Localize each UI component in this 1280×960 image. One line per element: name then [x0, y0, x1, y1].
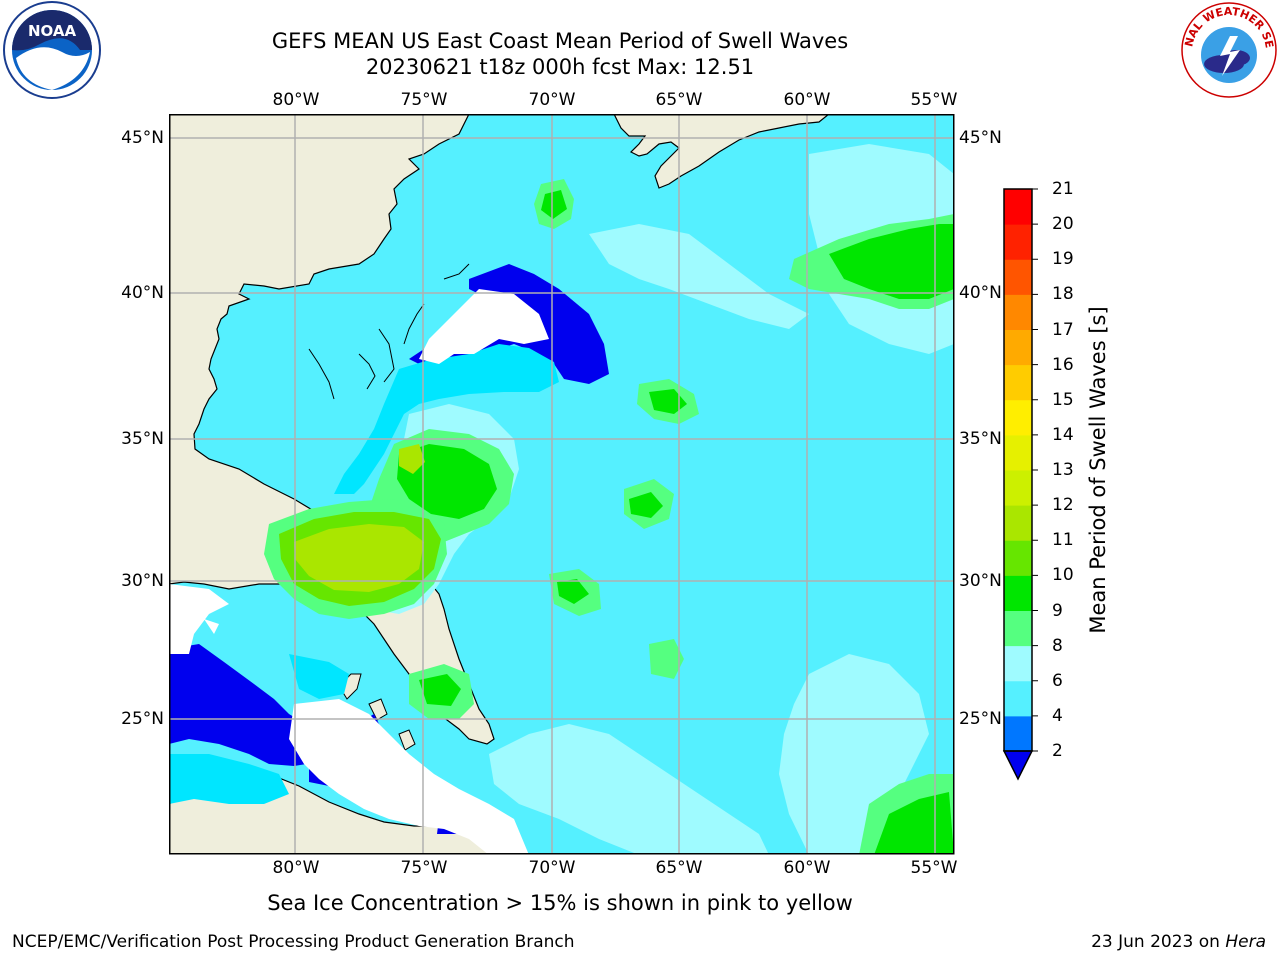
colorbar-tick-label: 13: [1052, 460, 1074, 480]
chart-subtitle: 20230621 t18z 000h fcst Max: 12.51: [365, 55, 755, 79]
contour-8-9-nw: [589, 224, 809, 329]
lon-label-top-70w: 70°W: [528, 90, 576, 110]
colorbar-bin: [1004, 645, 1032, 682]
colorbar-title: Mean Period of Swell Waves [s]: [1086, 306, 1110, 634]
colorbar-tick-label: 21: [1052, 179, 1074, 199]
nws-logo: NATIONAL WEATHER SERVICE: [1178, 0, 1277, 98]
lat-label-right-30n: 30°N: [959, 571, 1002, 591]
lon-label-top-55w: 55°W: [910, 90, 958, 110]
gridlines: [169, 114, 954, 854]
colorbar-tick-label: 20: [1052, 214, 1074, 235]
contour-10-11-se: [874, 792, 954, 854]
contour-4-6-florida: [169, 654, 349, 804]
colorbar-tick-label: 12: [1052, 495, 1074, 516]
colorbar-tick-label: 19: [1052, 249, 1074, 270]
lon-label-bottom-75w: 75°W: [400, 858, 448, 878]
colorbar-tick-label: 2: [1052, 741, 1063, 761]
footer-organization: NCEP/EMC/Verification Post Processing Pr…: [12, 932, 575, 952]
contour-10-11-east: [829, 224, 954, 299]
colorbar-bin: [1004, 224, 1032, 260]
colorbar-tick-label: 6: [1052, 670, 1063, 691]
nodata-florida-keys: [289, 699, 529, 854]
lat-label-left-45n: 45°N: [121, 128, 164, 148]
sea-ice-note: Sea Ice Concentration > 15% is shown in …: [267, 891, 853, 915]
lon-label-bottom-70w: 70°W: [528, 858, 576, 878]
coastline-detail: [308, 263, 470, 400]
colorbar-bin: [1004, 189, 1032, 225]
lat-label-left-40n: 40°N: [121, 283, 164, 303]
map-panel: [169, 114, 955, 855]
lon-label-top-60w: 60°W: [783, 90, 831, 110]
lat-label-right-35n: 35°N: [959, 429, 1002, 449]
contour-10-11-s: [557, 492, 663, 604]
colorbar-tick-label: 8: [1052, 635, 1063, 656]
lat-label-right-25n: 25°N: [959, 709, 1002, 729]
colorbar-bin: [1004, 575, 1032, 611]
colorbar-tick-label: 10: [1052, 565, 1074, 586]
footer-host: Hera: [1225, 932, 1266, 952]
footer-date-host: 23 Jun 2023 on Hera: [1091, 932, 1266, 952]
colorbar-tick-label: 18: [1052, 284, 1074, 305]
colorbar-tick-label: 16: [1052, 354, 1074, 375]
lon-label-top-65w: 65°W: [655, 90, 703, 110]
colorbar-bin: [1004, 470, 1032, 506]
contour-12-13-carolina: [399, 444, 425, 474]
footer-date: 23 Jun 2023 on: [1091, 932, 1226, 952]
colorbar-bin: [1004, 715, 1032, 752]
noaa-logo-text: NOAA: [28, 22, 77, 40]
contour-4-6-shelf: [334, 344, 559, 494]
lon-label-bottom-60w: 60°W: [783, 858, 831, 878]
lon-label-bottom-55w: 55°W: [910, 858, 958, 878]
contour-8-9-south: [489, 724, 769, 854]
colorbar-bin: [1004, 294, 1032, 330]
nodata-nj-coast: [419, 289, 549, 364]
colorbar-tick-label: 15: [1052, 389, 1074, 410]
lat-label-right-45n: 45°N: [959, 128, 1002, 148]
lon-label-top-75w: 75°W: [400, 90, 448, 110]
contour-9-11-s2: [649, 639, 684, 679]
lon-label-bottom-65w: 65°W: [655, 858, 703, 878]
colorbar-bin: [1004, 610, 1032, 647]
land-nova-scotia: [613, 114, 830, 189]
colorbar-bin: [1004, 505, 1032, 541]
colorbar-tick-label: 11: [1052, 530, 1074, 551]
colorbar-bin: [1004, 680, 1032, 717]
colorbar-bin: [1004, 540, 1032, 576]
lat-label-left-30n: 30°N: [121, 571, 164, 591]
colorbar-tick-label: 17: [1052, 319, 1074, 340]
colorbar-tick-label: 4: [1052, 705, 1063, 726]
colorbar-bin: [1004, 434, 1032, 471]
colorbar-bin: [1004, 329, 1032, 366]
chart-title: GEFS MEAN US East Coast Mean Period of S…: [271, 29, 849, 53]
lon-label-bottom-80w: 80°W: [272, 858, 320, 878]
lat-label-left-25n: 25°N: [121, 709, 164, 729]
contour-10-11-maine: [541, 190, 567, 219]
colorbar-tick-label: 14: [1052, 424, 1074, 445]
colorbar: [1002, 188, 1038, 781]
contour-10-11-bermuda: [649, 389, 687, 414]
colorbar-tick-label: 9: [1052, 600, 1063, 621]
contour-10-11-bahamas: [419, 674, 461, 706]
lat-label-left-35n: 35°N: [121, 429, 164, 449]
nodata-gulf: [169, 584, 229, 654]
noaa-logo: NOAA: [3, 1, 101, 99]
lon-label-top-80w: 80°W: [272, 90, 320, 110]
colorbar-extend-min: [1002, 750, 1034, 781]
colorbar-bin: [1004, 364, 1032, 401]
colorbar-bin: [1004, 259, 1032, 295]
colorbar-bin: [1004, 399, 1032, 436]
lat-label-right-40n: 40°N: [959, 283, 1002, 303]
contour-12-13-florida: [294, 524, 424, 592]
